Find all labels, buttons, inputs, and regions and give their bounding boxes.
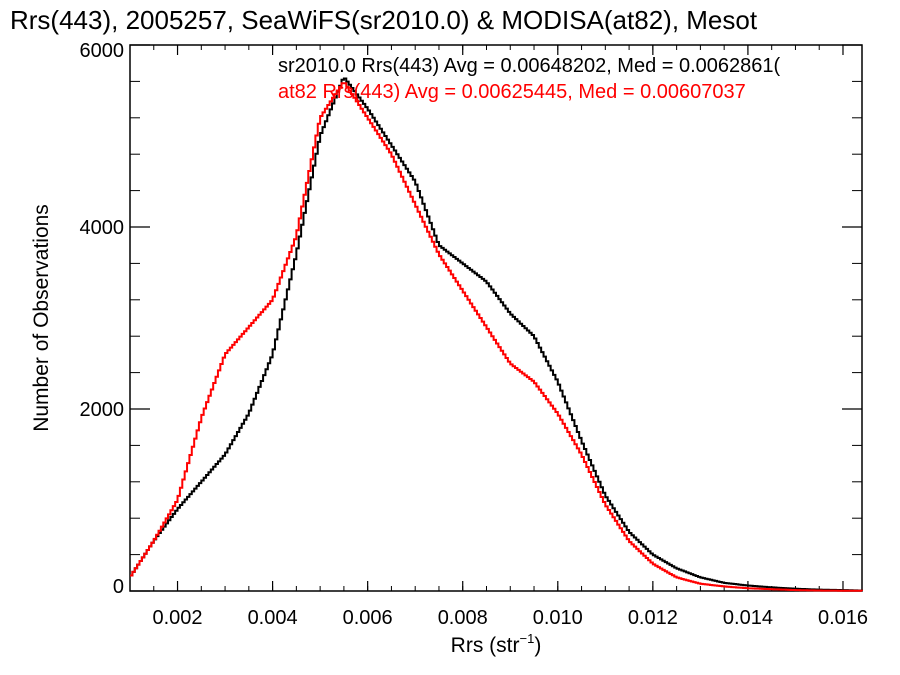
x-tick-label-7: 0.016 [818, 607, 868, 629]
plot-frame [129, 44, 863, 592]
y-tick-label-0: 0 [113, 576, 124, 598]
x-tick-label-5: 0.012 [628, 607, 678, 629]
annotation-sr2010: sr2010.0 Rrs(443) Avg = 0.00648202, Med … [278, 55, 781, 77]
x-axis-label-sup: −1 [520, 631, 535, 646]
x-axis-label-main: Rrs (str [451, 634, 520, 657]
tick-marks [129, 44, 862, 592]
x-tick-labels: 0.002 0.004 0.006 0.008 0.010 0.012 0.014 0.016 [153, 607, 869, 629]
x-tick-label-0: 0.002 [153, 607, 203, 629]
series-line-sr2010.0 [130, 77, 863, 592]
y-tick-labels: 0 2000 4000 6000 [80, 40, 125, 598]
x-tick-label-6: 0.014 [723, 607, 773, 629]
y-tick-label-2: 4000 [80, 217, 125, 239]
x-axis-label: Rrs (str−1) [451, 631, 542, 657]
x-tick-label-4: 0.010 [533, 607, 583, 629]
y-tick-label-1: 2000 [80, 399, 125, 421]
annotation-at82: at82 Rrs(443) Avg = 0.00625445, Med = 0.… [278, 81, 746, 103]
x-tick-label-2: 0.006 [343, 607, 393, 629]
series-line-at82 [130, 82, 863, 592]
chart-title: Rrs(443), 2005257, SeaWiFS(sr2010.0) & M… [10, 5, 758, 35]
y-axis-label: Number of Observations [30, 204, 53, 432]
x-tick-label-1: 0.004 [248, 607, 298, 629]
x-tick-label-3: 0.008 [438, 607, 488, 629]
y-tick-label-3: 6000 [80, 40, 125, 62]
series-layer [130, 77, 863, 592]
x-axis-label-close: ) [534, 634, 541, 657]
